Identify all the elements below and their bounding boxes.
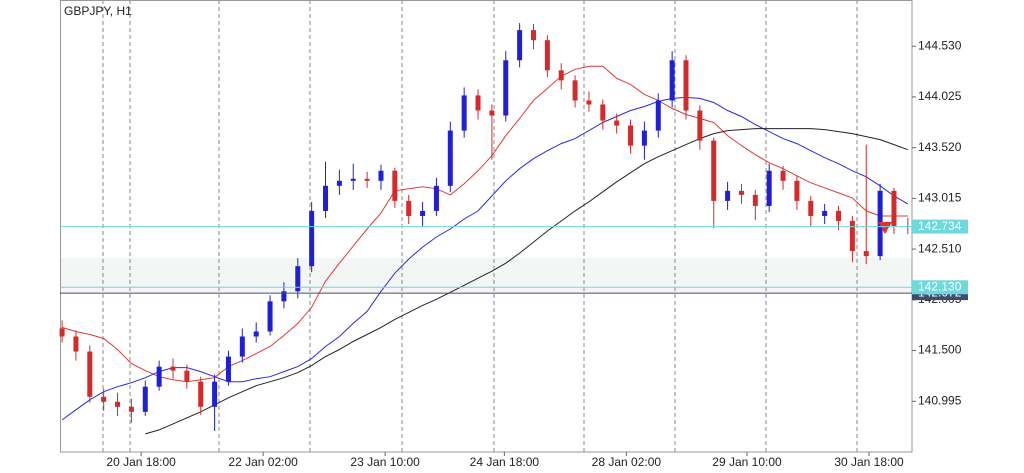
moving-average xyxy=(61,96,909,421)
candle-body xyxy=(503,60,509,116)
candle-body xyxy=(406,200,412,216)
candle-body xyxy=(128,406,134,412)
candle-body xyxy=(184,370,190,382)
x-tick-label: 22 Jan 02:00 xyxy=(228,455,298,469)
x-tick-label: 20 Jan 18:00 xyxy=(106,455,176,469)
candle-body xyxy=(350,178,356,181)
candle-body xyxy=(628,125,634,146)
candle-body xyxy=(822,210,828,216)
candle-body xyxy=(863,251,869,257)
candle-body xyxy=(794,180,800,201)
candle-body xyxy=(697,110,703,141)
candle-body xyxy=(558,70,564,81)
candle-body xyxy=(142,386,148,412)
candle-body xyxy=(461,95,467,131)
y-tick-label: 141.500 xyxy=(918,343,962,357)
price-level-label: 142.734 xyxy=(918,219,962,233)
candle-body xyxy=(253,331,259,337)
candle-body xyxy=(295,266,301,292)
x-tick-label: 28 Jan 02:00 xyxy=(592,455,662,469)
candle-body xyxy=(572,80,578,101)
candle-body xyxy=(73,336,79,352)
x-tick-label: 29 Jan 10:00 xyxy=(712,455,782,469)
candle-body xyxy=(267,301,273,332)
candle-body xyxy=(364,178,370,181)
candle-body xyxy=(683,60,689,111)
candle-body xyxy=(156,366,162,387)
candle-body xyxy=(309,210,315,267)
candle-body xyxy=(725,190,731,201)
candle-body xyxy=(198,381,204,407)
candle-body xyxy=(780,170,786,181)
y-tick-label: 143.015 xyxy=(918,191,962,205)
candle-body xyxy=(59,328,65,337)
chart-title: GBPJPY, H1 xyxy=(64,4,132,18)
candle-body xyxy=(655,100,661,131)
candle-body xyxy=(115,401,121,407)
y-tick-label: 144.530 xyxy=(918,38,962,52)
y-tick-label: 142.510 xyxy=(918,241,962,255)
candle-body xyxy=(891,190,897,226)
y-tick-label: 144.025 xyxy=(918,89,962,103)
candle-body xyxy=(433,185,439,211)
candle-body xyxy=(87,351,93,397)
x-tick-label: 30 Jan 18:00 xyxy=(834,455,904,469)
x-tick-label: 24 Jan 18:00 xyxy=(470,455,540,469)
candle-body xyxy=(212,381,218,407)
price-level-label: 142.130 xyxy=(918,279,962,293)
candle-body xyxy=(336,180,342,186)
candle-body xyxy=(614,120,620,126)
candle-body xyxy=(447,130,453,186)
candle-body xyxy=(752,194,758,206)
candle-body xyxy=(101,396,107,402)
candle-body xyxy=(669,60,675,101)
candle-body xyxy=(766,170,772,206)
shade-band xyxy=(60,258,912,292)
candle-body xyxy=(489,110,495,116)
candle-body xyxy=(808,200,814,216)
candle-body xyxy=(530,30,536,41)
candle-body xyxy=(323,185,329,211)
candle-body xyxy=(239,336,245,357)
candle-body xyxy=(281,291,287,302)
x-tick-label: 23 Jan 10:00 xyxy=(350,455,420,469)
candle-body xyxy=(225,356,231,382)
y-tick-label: 143.520 xyxy=(918,140,962,154)
candle-body xyxy=(170,366,176,371)
candle-body xyxy=(392,170,398,201)
candle-body xyxy=(378,170,384,181)
candle-body xyxy=(711,140,717,201)
candle-body xyxy=(836,210,842,221)
y-tick-label: 140.995 xyxy=(918,393,962,407)
candle-body xyxy=(738,190,744,195)
moving-average xyxy=(145,128,908,435)
candle-body xyxy=(600,104,606,121)
sell-arrow xyxy=(878,222,892,234)
candle-body xyxy=(420,210,426,216)
candle-body xyxy=(849,220,855,252)
price-level-tag xyxy=(912,280,968,295)
candle-body xyxy=(517,30,523,61)
candle-body xyxy=(475,95,481,111)
candle-body xyxy=(544,40,550,71)
price-level-tag xyxy=(912,219,968,234)
moving-average xyxy=(61,65,908,383)
candle-body xyxy=(641,130,647,146)
candle-body xyxy=(586,100,592,105)
